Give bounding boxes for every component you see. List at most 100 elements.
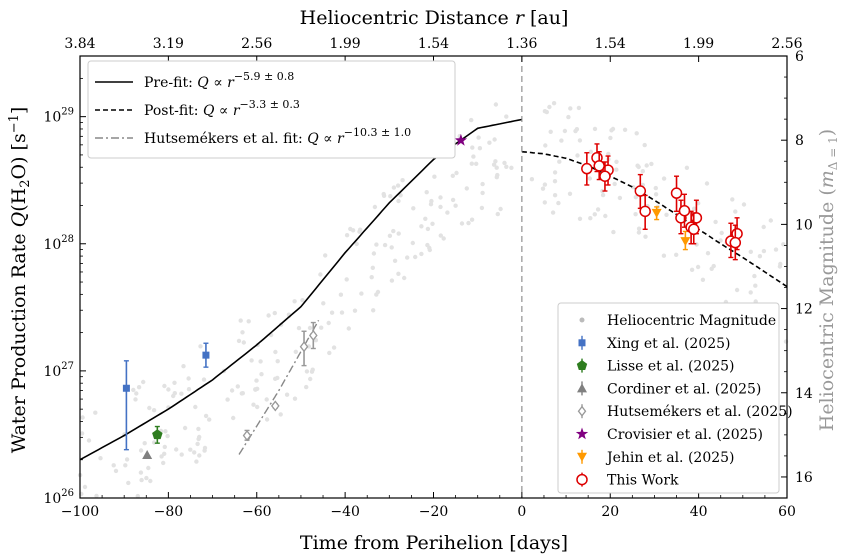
magnitude-dot	[133, 397, 138, 402]
magnitude-dot	[174, 447, 179, 452]
magnitude-dot	[93, 410, 98, 415]
magnitude-dot	[719, 230, 724, 236]
pre-fit-curve	[79, 118, 523, 461]
magnitude-dot	[327, 350, 332, 356]
magnitude-dot	[151, 408, 157, 413]
magnitude-dot	[350, 228, 356, 233]
magnitude-dot	[253, 387, 258, 392]
magnitude-dot	[498, 206, 503, 212]
magnitude-dot	[166, 387, 171, 392]
axes: −100 −80 −60 −40 −20 0 20 40 60 3.84 3.19 2.56 1.99 1…	[43, 36, 812, 520]
x-tick-label: 60	[778, 504, 796, 520]
right-tick-label: 10	[795, 217, 813, 233]
legend-marker	[579, 317, 585, 323]
magnitude-dot	[487, 140, 492, 145]
point-this-work	[688, 223, 700, 236]
magnitude-dot	[255, 404, 260, 410]
legend-label: Xing et al. (2025)	[607, 336, 731, 352]
magnitude-dot	[600, 192, 606, 198]
magnitude-dot	[587, 176, 592, 181]
x-tick-label: −100	[61, 504, 99, 520]
magnitude-dot	[608, 135, 613, 141]
magnitude-dot	[550, 210, 556, 215]
magnitude-dot	[633, 212, 638, 217]
legend-label: Jehin et al. (2025)	[605, 450, 735, 466]
right-tick-label: 6	[795, 49, 804, 65]
magnitude-dot	[477, 146, 483, 151]
magnitude-dot	[251, 402, 256, 407]
legend-label: Cordiner et al. (2025)	[607, 381, 761, 397]
top-axis-label: Heliocentric Distance r [au]	[300, 7, 569, 29]
magnitude-dot	[419, 224, 424, 229]
magnitude-dot	[480, 190, 485, 196]
magnitude-dot	[266, 313, 271, 318]
magnitude-dot	[540, 186, 546, 191]
point-jehin-et-al-2025	[680, 237, 691, 247]
magnitude-dot	[493, 159, 498, 164]
magnitude-dot	[644, 163, 649, 168]
magnitude-dot	[562, 128, 568, 134]
right-tick-label: 12	[795, 302, 813, 318]
magnitude-dot	[98, 456, 103, 461]
magnitude-dot	[236, 338, 242, 344]
point-crovisier-et-al-2025	[454, 133, 468, 146]
magnitude-dot	[730, 197, 735, 202]
magnitude-dot	[542, 109, 548, 114]
magnitude-dot	[278, 412, 283, 417]
legend-marker	[577, 405, 587, 417]
magnitude-dot	[551, 101, 557, 106]
magnitude-dot	[542, 200, 547, 205]
magnitude-dot	[131, 387, 136, 393]
magnitude-dot	[382, 242, 388, 248]
data-markers	[122, 133, 743, 459]
magnitude-dot	[197, 453, 202, 458]
point-this-work	[690, 212, 703, 224]
y-axis-label: Water Production Rate Q(H2O) [s−1]	[7, 107, 33, 454]
magnitude-dot	[753, 283, 758, 288]
magnitude-dot	[559, 138, 564, 143]
magnitude-dot	[80, 415, 85, 420]
magnitude-dot	[424, 190, 429, 195]
magnitude-dot	[734, 287, 740, 293]
magnitude-dot	[259, 372, 264, 377]
magnitude-dot	[700, 277, 706, 282]
magnitude-dot	[450, 173, 455, 178]
magnitude-dot	[642, 142, 647, 148]
magnitude-dot	[588, 149, 593, 154]
magnitude-dot	[395, 183, 401, 188]
y-tick-label: 1027	[43, 361, 74, 380]
magnitude-dot	[181, 364, 186, 369]
magnitude-dot	[405, 255, 410, 260]
x-tick-label: −40	[330, 504, 360, 520]
magnitude-dot	[389, 278, 395, 283]
x-tick-label: −20	[419, 504, 449, 520]
legend-marker	[575, 427, 589, 440]
magnitude-dot	[640, 169, 645, 174]
magnitude-dot	[126, 480, 131, 486]
magnitude-dot	[389, 245, 394, 250]
magnitude-dot	[370, 265, 375, 270]
point-cordiner-et-al-2025	[142, 449, 153, 459]
post-fit-curve	[521, 150, 788, 288]
magnitude-dot	[575, 153, 580, 158]
magnitude-dot	[612, 181, 617, 187]
magnitude-dot	[453, 203, 458, 208]
fit-legend: Pre-fit: Q ∝ r−5.9 ± 0.8 Post-fit: Q ∝ r…	[87, 60, 456, 159]
magnitude-dot	[438, 195, 443, 200]
magnitude-dot	[371, 251, 377, 256]
magnitude-dot	[352, 308, 358, 313]
magnitude-dot	[761, 224, 766, 230]
magnitude-dot	[674, 252, 679, 257]
point-xing-et-al-2025	[122, 384, 130, 392]
magnitude-dot	[241, 340, 246, 345]
magnitude-dot	[741, 202, 747, 207]
magnitude-dot	[557, 159, 562, 164]
top-tick-label: 1.54	[595, 36, 626, 52]
magnitude-dot	[622, 127, 628, 132]
magnitude-dot	[768, 218, 773, 223]
x-axis-label: Time from Perihelion [days]	[300, 532, 568, 554]
magnitude-dot	[239, 391, 244, 396]
magnitude-dot	[441, 236, 446, 241]
magnitude-dot	[438, 204, 443, 210]
magnitude-dot	[203, 413, 209, 419]
